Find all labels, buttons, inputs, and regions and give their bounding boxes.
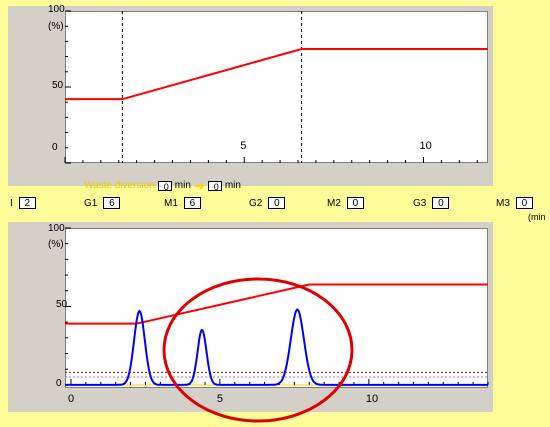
param-label: M1: [164, 197, 178, 209]
param-label: G1: [84, 197, 98, 209]
top-y-tick-label: 50: [52, 80, 64, 91]
param-m1: M1 6: [164, 197, 201, 209]
waste-diversion: Waste diversion 0 min ➜ 0 min: [84, 177, 241, 193]
waste-diversion-label: Waste diversion: [84, 180, 155, 191]
top-y-tick-label: 0: [52, 142, 58, 153]
waste-end-input[interactable]: 0: [207, 180, 222, 192]
param-g3: G3 0: [413, 197, 450, 209]
top-y-tick-label: 100: [48, 4, 65, 15]
x-tick-label: 5: [216, 393, 224, 405]
top-x-tick-label: 10: [419, 140, 432, 152]
param-g2: G2 0: [249, 197, 286, 209]
param-m2: M2 0: [327, 197, 364, 209]
param-value-input[interactable]: 2: [18, 197, 36, 209]
param-label: I: [10, 197, 13, 209]
peak-marker: [296, 308, 299, 311]
param-value-input[interactable]: 6: [103, 197, 121, 209]
arrow-right-icon: ➜: [193, 177, 205, 193]
top-x-tick-label: 5: [240, 140, 247, 152]
params-unit: (min: [528, 212, 546, 222]
chromatogram-plot: [65, 228, 488, 388]
peak-marker: [138, 310, 141, 313]
param-label: M2: [327, 197, 341, 209]
bottom-y-unit: (%): [48, 239, 64, 250]
y-tick-label: 0: [56, 377, 62, 389]
highlight-circle: [162, 277, 354, 423]
gradient-series-line: [65, 283, 488, 325]
chromatogram-line: [65, 308, 488, 386]
param-label: G2: [249, 197, 263, 209]
x-tick-label: 10: [365, 393, 379, 405]
x-tick-label: 0: [67, 393, 75, 405]
y-tick-label: 100: [48, 223, 65, 234]
waste-start-input[interactable]: 0: [157, 180, 172, 192]
gradient-plot: [65, 11, 488, 163]
param-value-input[interactable]: 0: [515, 197, 533, 209]
peak-marker: [201, 328, 204, 331]
waste-start-unit: min: [174, 180, 191, 191]
param-value-input[interactable]: 6: [183, 197, 201, 209]
param-label: M3: [496, 197, 510, 209]
waste-end-unit: min: [224, 180, 241, 191]
param-label: G3: [413, 197, 427, 209]
top-y-unit: (%): [48, 21, 64, 32]
y-tick-label: 50: [56, 299, 68, 311]
param-value-input[interactable]: 0: [268, 197, 286, 209]
param-m3: M3 0: [496, 197, 533, 209]
param-g1: G1 6: [84, 197, 121, 209]
param-value-input[interactable]: 0: [432, 197, 450, 209]
gradient-line: [65, 48, 488, 101]
param-value-input[interactable]: 0: [346, 197, 364, 209]
